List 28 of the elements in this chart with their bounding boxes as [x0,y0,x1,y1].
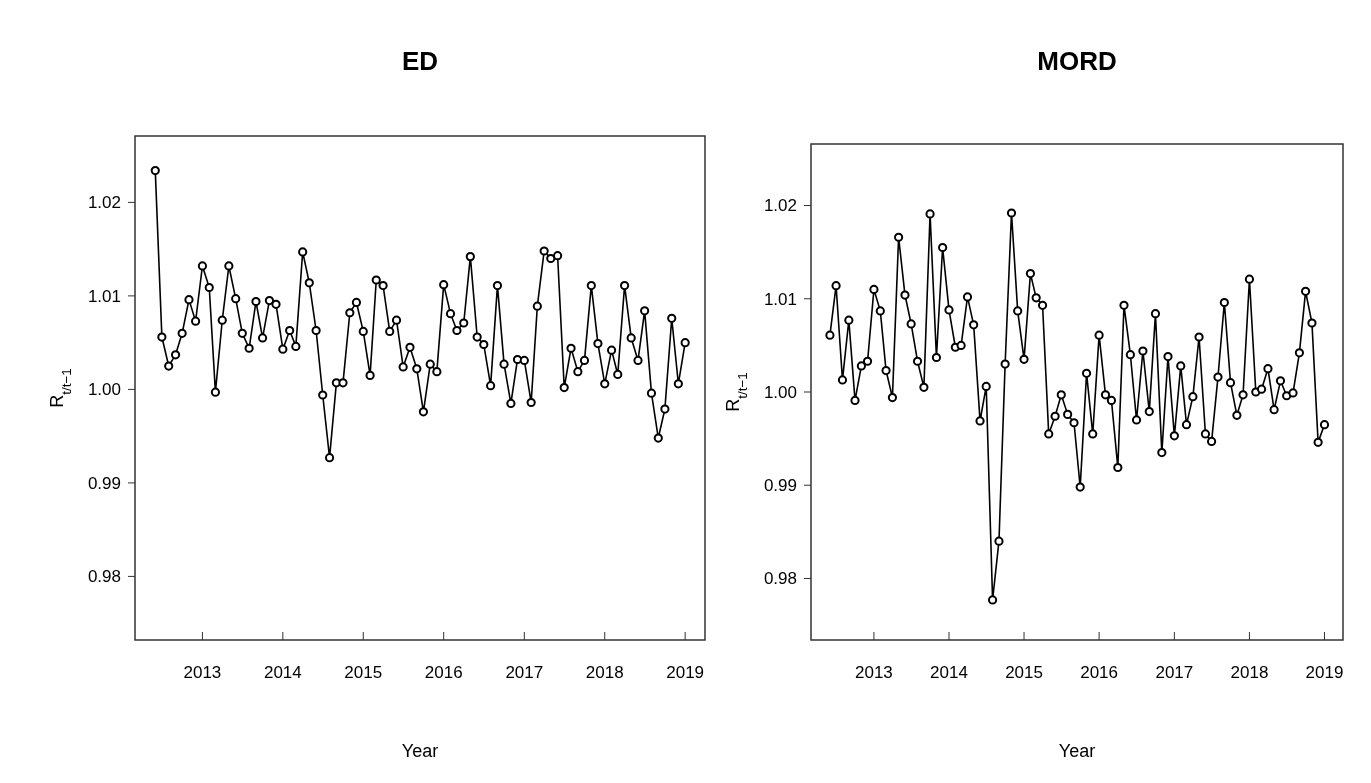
y-tick-label: 0.98 [87,567,121,587]
x-tick-label: 2013 [855,663,893,682]
x-tick-label: 2013 [183,663,222,682]
x-tick-label: 2015 [344,663,383,682]
x-tick-label: 2016 [1080,663,1119,682]
x-axis-title: Year [1058,741,1096,761]
y-tick-label: 1.02 [763,196,797,216]
x-tick-label: 2017 [1155,663,1194,682]
y-tick-label: 1.01 [763,289,797,309]
y-tick-label: 1.01 [87,286,121,306]
x-tick-label: 2017 [505,663,544,682]
x-tick-label: 2018 [585,663,624,682]
x-axis-title: Year [401,741,439,761]
y-tick-label: 1.02 [87,193,121,213]
chart-title: MORD [1037,46,1117,76]
x-tick-label: 2019 [666,663,705,682]
x-tick-label: 2016 [424,663,463,682]
x-tick-label: 2015 [1005,663,1043,682]
x-tick-label: 2018 [1230,663,1269,682]
x-tick-label: 2014 [930,663,968,682]
x-tick-label: 2014 [263,663,302,682]
y-tick-label: 0.99 [87,473,121,493]
y-tick-label: 1.00 [763,382,797,402]
y-tick-label: 0.98 [763,569,797,589]
y-tick-label: 1.00 [87,380,121,400]
y-tick-label: 0.99 [763,476,797,496]
chart-title: ED [401,46,439,76]
x-tick-label: 2019 [1305,663,1344,682]
